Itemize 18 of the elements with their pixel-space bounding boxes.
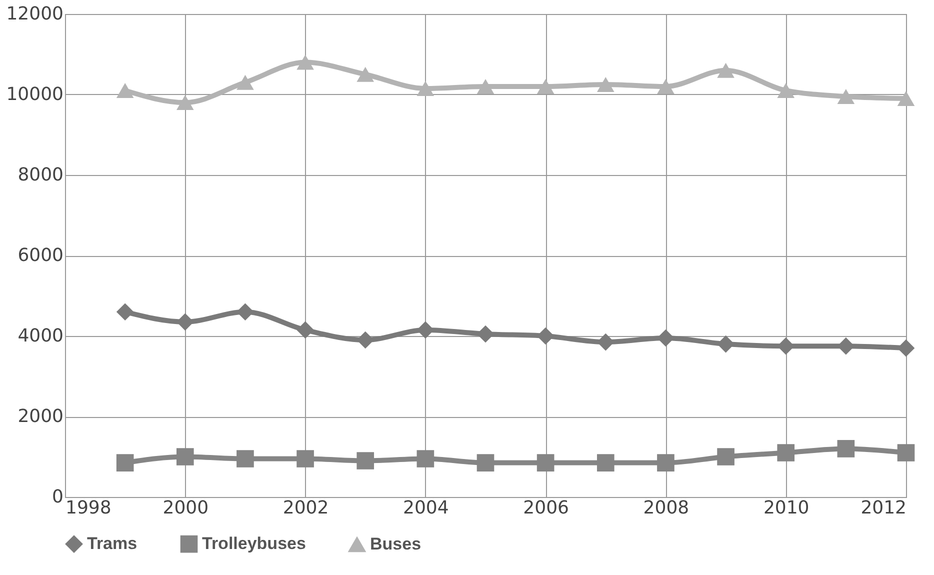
legend-label: Trolleybuses — [202, 534, 306, 554]
y-tick-label: 10000 — [6, 84, 64, 105]
x-tick-label: 2002 — [282, 498, 329, 518]
x-tick-label: 2004 — [403, 498, 449, 518]
y-tick-label: 8000 — [18, 164, 64, 186]
y-tick-label: 12000 — [6, 4, 64, 24]
legend-label: Trams — [87, 534, 138, 554]
x-tick-label: 2010 — [763, 498, 810, 518]
x-tick-label: 2000 — [162, 498, 209, 518]
legend-label: Buses — [370, 534, 422, 554]
y-tick-label: 6000 — [18, 245, 64, 266]
x-tick-label: 2012 — [860, 498, 906, 518]
x-tick-label: 2006 — [523, 498, 569, 518]
y-tick-label: 0 — [52, 486, 64, 508]
x-tick-label: 1998 — [66, 498, 112, 518]
y-tick-label: 4000 — [18, 326, 64, 346]
y-tick-label: 2000 — [18, 406, 64, 427]
x-tick-label: 2008 — [643, 498, 690, 518]
